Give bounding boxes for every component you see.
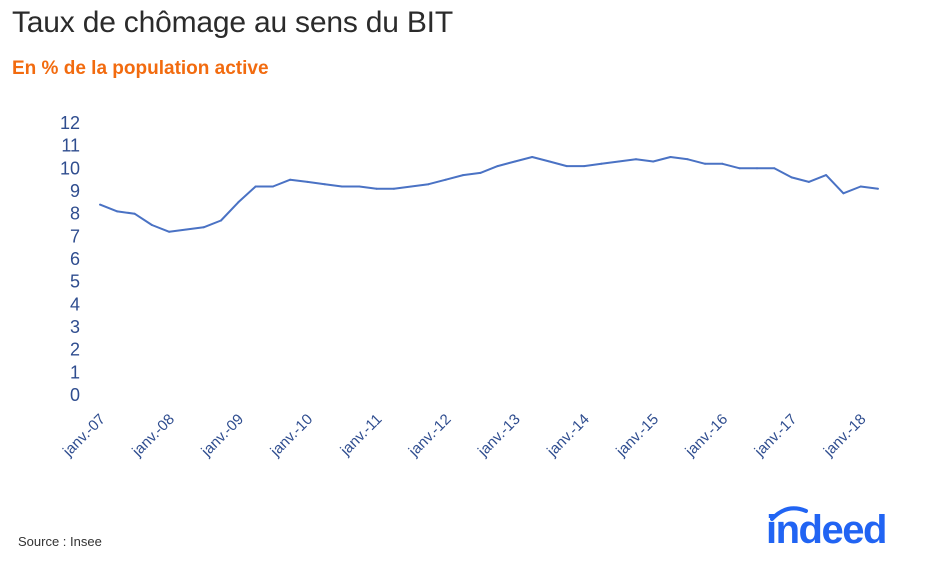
- x-tick-label: janv.-13: [474, 411, 524, 461]
- y-tick-label: 11: [61, 136, 80, 156]
- y-tick-label: 4: [70, 294, 80, 314]
- data-point: [825, 174, 828, 177]
- data-point: [116, 210, 119, 213]
- y-tick-label: 10: [60, 158, 80, 178]
- data-point: [704, 162, 707, 165]
- x-tick-label: janv.-17: [751, 411, 801, 461]
- x-tick-label: janv.-16: [682, 411, 732, 461]
- data-point: [220, 219, 222, 222]
- data-point: [790, 176, 793, 179]
- data-point: [548, 160, 551, 163]
- chart-subtitle: En % de la population active: [12, 58, 269, 79]
- data-point: [341, 185, 343, 188]
- data-point: [513, 160, 516, 163]
- data-point: [877, 187, 879, 190]
- data-point: [652, 160, 655, 163]
- data-point: [462, 174, 465, 177]
- data-point: [807, 180, 810, 183]
- x-tick-label: janv.-14: [543, 411, 593, 461]
- data-point: [583, 165, 586, 168]
- x-tick-label: janv.-09: [197, 411, 247, 461]
- y-tick-label: 8: [70, 204, 80, 224]
- data-point: [185, 228, 188, 231]
- data-point: [479, 171, 482, 174]
- data-point: [375, 187, 378, 190]
- data-point: [99, 203, 101, 206]
- y-tick-label: 1: [70, 362, 80, 382]
- x-tick-label: janv.-12: [405, 411, 455, 461]
- indeed-logo: indeed: [766, 508, 887, 552]
- data-point: [427, 183, 430, 186]
- data-point: [669, 156, 672, 158]
- data-point: [237, 201, 240, 204]
- data-point: [773, 167, 776, 170]
- data-point: [859, 185, 862, 188]
- source-note: Source : Insee: [18, 534, 102, 549]
- y-tick-label: 5: [70, 272, 80, 292]
- data-point: [565, 165, 568, 168]
- y-tick-label: 7: [70, 226, 80, 246]
- data-point: [254, 185, 257, 188]
- data-point: [323, 183, 326, 186]
- indeed-logo-arc-icon: [770, 506, 808, 521]
- y-tick-label: 3: [70, 317, 80, 337]
- data-point: [358, 185, 361, 188]
- data-point: [686, 158, 689, 161]
- series-line: [99, 156, 879, 233]
- y-tick-label: 6: [70, 249, 80, 269]
- data-point: [168, 230, 171, 233]
- data-point: [392, 187, 395, 190]
- x-tick-label: janv.-18: [820, 411, 870, 461]
- data-point: [635, 158, 637, 161]
- x-tick-label: janv.-15: [612, 411, 662, 461]
- data-point: [756, 167, 758, 170]
- data-point: [306, 180, 309, 183]
- data-point: [600, 162, 603, 165]
- data-point: [289, 178, 292, 181]
- data-point: [444, 178, 447, 181]
- data-point: [842, 192, 845, 195]
- data-point: [617, 160, 620, 163]
- data-point: [531, 156, 534, 158]
- data-point: [271, 185, 274, 188]
- data-point: [150, 224, 153, 226]
- x-tick-label: janv.-07: [59, 411, 109, 461]
- y-tick-label: 9: [70, 181, 80, 201]
- y-tick-label: 2: [70, 340, 80, 360]
- data-point: [721, 162, 724, 165]
- data-point: [496, 165, 499, 168]
- x-tick-label: janv.-08: [128, 411, 178, 461]
- data-point: [133, 212, 136, 215]
- y-tick-label: 0: [70, 385, 80, 405]
- data-point: [202, 226, 205, 229]
- data-point: [410, 185, 413, 188]
- x-tick-label: janv.-10: [267, 411, 317, 461]
- x-tick-label: janv.-11: [337, 411, 386, 460]
- data-point: [738, 167, 741, 170]
- chart-title: Taux de chômage au sens du BIT: [12, 6, 453, 39]
- y-tick-label: 12: [60, 113, 80, 133]
